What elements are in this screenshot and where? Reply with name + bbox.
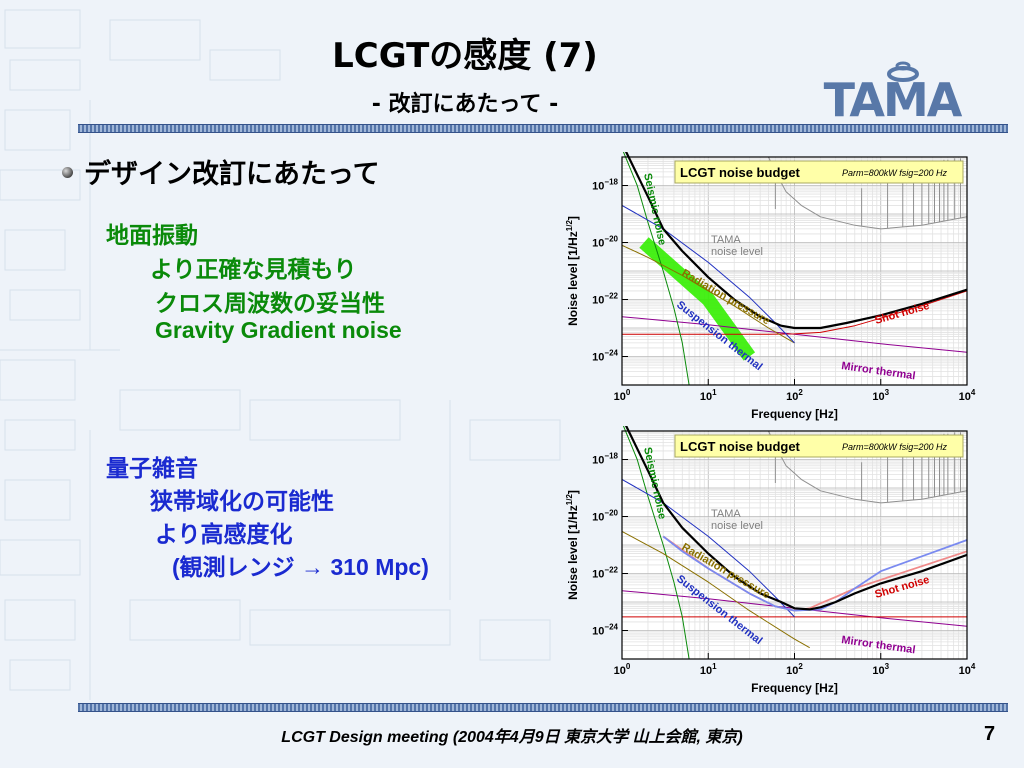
y-tick-label: 10−20 <box>592 235 618 250</box>
x-tick-label: 100 <box>614 388 631 403</box>
x-tick-label: 100 <box>614 662 631 677</box>
noise-budget-chart-1: 100 101 102 103 104 10−18 10−20 10−22 10−24 Frequ… <box>565 152 976 421</box>
y-tick-label: 10−22 <box>592 292 618 307</box>
section2-item: 狭帯域化の可能性 <box>150 488 334 514</box>
bullet-heading: デザイン改訂にあたって <box>84 159 380 190</box>
x-tick-label: 102 <box>786 662 803 677</box>
bottom-divider <box>78 703 1008 712</box>
series-total-line <box>624 152 968 330</box>
legend-params: Parm=800kW fsig=200 Hz <box>842 442 948 452</box>
y-tick-label: 10−24 <box>592 623 618 638</box>
section1-item: クロス周波数の妥当性 <box>155 290 385 316</box>
section2-heading: 量子雑音 <box>106 455 198 481</box>
y-tick-label: 10−22 <box>592 566 618 581</box>
bullet-icon <box>62 167 73 178</box>
section1-heading: 地面振動 <box>106 222 198 248</box>
slide-subtitle: - 改訂にあたって - <box>371 92 559 117</box>
tama-logo-text: TAMA <box>824 73 963 120</box>
page-number: 7 <box>984 723 996 745</box>
tama-label: TAMA <box>711 508 741 520</box>
noise-budget-chart-2: 100 101 102 103 104 10−18 10−20 10−22 10−24 Frequ… <box>565 426 976 695</box>
x-tick-label: 103 <box>872 662 889 677</box>
tama-noise-level-label: noise level <box>711 246 763 258</box>
series-highlight-line <box>639 237 756 361</box>
section2-item: (観測レンジ → 310 Mpc) <box>172 554 429 580</box>
x-tick-label: 102 <box>786 388 803 403</box>
series-seismic-line <box>622 152 690 386</box>
legend-title: LCGT noise budget <box>680 439 801 454</box>
x-tick-label: 101 <box>700 662 717 677</box>
y-tick-label: 10−24 <box>592 349 618 364</box>
x-axis-label: Frequency [Hz] <box>751 407 838 421</box>
series-radiation_pressure-line <box>621 244 795 344</box>
series-total-line <box>624 426 968 611</box>
legend-title: LCGT noise budget <box>680 165 801 180</box>
section1-item: Gravity Gradient noise <box>155 317 402 343</box>
top-divider <box>78 124 1008 133</box>
section2-item: より高感度化 <box>155 521 293 547</box>
y-tick-label: 10−18 <box>592 178 618 193</box>
legend-box <box>674 434 964 458</box>
x-tick-label: 104 <box>959 662 976 677</box>
series-seismic-line <box>622 426 690 660</box>
legend-box <box>674 160 964 184</box>
y-axis-label: Noise level [1/Hz1/2] <box>565 490 580 600</box>
y-tick-label: 10−18 <box>592 452 618 467</box>
x-tick-label: 104 <box>959 388 976 403</box>
series-radiation_pressure-line <box>621 530 810 649</box>
series-suspension_thermal-line <box>621 204 795 344</box>
tama-noise-level-label: noise level <box>711 520 763 532</box>
slide-title: LCGTの感度 (7) <box>332 36 598 76</box>
tama-label: TAMA <box>711 234 741 246</box>
x-tick-label: 103 <box>872 388 889 403</box>
footer-text: LCGT Design meeting (2004年4月9日 東京大学 山上会館… <box>281 729 743 746</box>
tama-logo: TAMA <box>824 61 965 120</box>
x-axis-label: Frequency [Hz] <box>751 681 838 695</box>
y-axis-label: Noise level [1/Hz1/2] <box>565 216 580 326</box>
section1-item: より正確な見積もり <box>150 256 357 282</box>
x-tick-label: 101 <box>700 388 717 403</box>
legend-params: Parm=800kW fsig=200 Hz <box>842 168 948 178</box>
series-shot_noise-line <box>622 290 968 335</box>
y-tick-label: 10−20 <box>592 509 618 524</box>
